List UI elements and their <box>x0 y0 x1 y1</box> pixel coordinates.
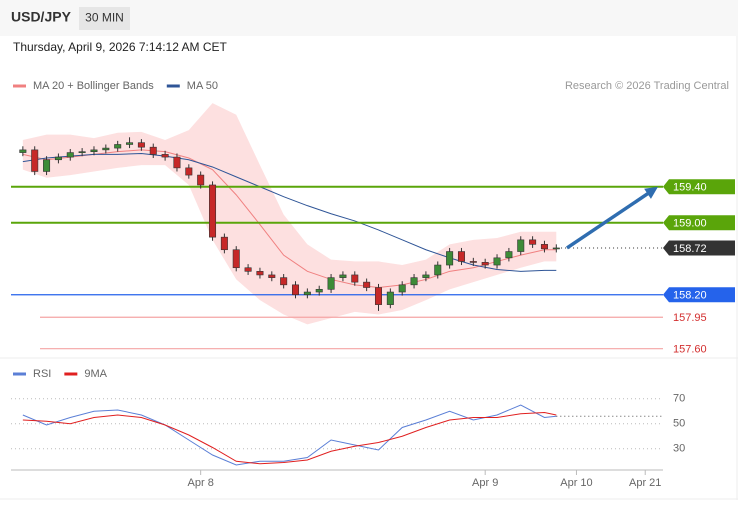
candle-body <box>19 149 27 153</box>
candle-body <box>351 274 359 283</box>
candle-body <box>149 146 157 155</box>
level-label: 157.60 <box>673 344 707 356</box>
datetime: Thursday, April 9, 2026 7:14:12 AM CET <box>13 40 228 54</box>
candle-body <box>374 287 382 305</box>
candle-body <box>386 291 394 305</box>
candle-body <box>244 267 252 272</box>
candle-body <box>256 271 264 276</box>
legend-label: MA 20 + Bollinger Bands <box>33 80 154 92</box>
candle-body <box>327 277 335 290</box>
level-label: 159.40 <box>673 182 707 194</box>
legend-label: 9MA <box>84 368 107 380</box>
candle-body <box>457 251 465 262</box>
candle-body <box>315 289 323 293</box>
y-tick-label: 30 <box>673 443 685 455</box>
candle-body <box>446 251 454 266</box>
symbol: USD/JPY <box>11 9 72 25</box>
level-label: 158.72 <box>673 243 707 255</box>
level-box <box>663 215 735 231</box>
candle-body <box>31 149 39 172</box>
indicator-line <box>22 404 557 466</box>
candle-body <box>363 281 371 288</box>
x-tick-label: Apr 8 <box>188 477 214 489</box>
candle-body <box>422 274 430 278</box>
candle-body <box>161 154 169 158</box>
candle-body <box>102 147 110 151</box>
legend-label: RSI <box>33 368 51 380</box>
candle-body <box>303 291 311 296</box>
ma-line <box>22 152 557 272</box>
candle-body <box>126 142 134 145</box>
candle-body <box>517 239 525 252</box>
candle-body <box>137 142 145 148</box>
candle-body <box>505 251 513 259</box>
level-box <box>663 287 735 303</box>
forecast-arrowhead <box>644 186 658 199</box>
candle-body <box>43 159 51 172</box>
candle-body <box>173 156 181 169</box>
candle-body <box>114 144 122 149</box>
candle-body <box>197 174 205 186</box>
indicator-line <box>22 411 557 465</box>
y-tick-label: 70 <box>673 393 685 405</box>
level-label: 159.00 <box>673 218 707 230</box>
candle-body <box>434 264 442 276</box>
candle-body <box>493 257 501 266</box>
level-box <box>663 179 735 195</box>
x-tick-label: Apr 9 <box>472 477 498 489</box>
candle-body <box>540 244 548 250</box>
candle-body <box>410 277 418 286</box>
candle-body <box>481 262 489 266</box>
timeframe-box[interactable] <box>79 7 130 30</box>
candle-body <box>220 236 228 251</box>
level-label: 158.20 <box>673 290 707 302</box>
candle-body <box>185 167 193 176</box>
candle-body <box>268 274 276 278</box>
level-box <box>663 240 735 256</box>
candle-body <box>339 274 347 278</box>
candle-body <box>552 247 560 250</box>
candle-body <box>398 284 406 293</box>
candle-body <box>280 277 288 286</box>
ma-line <box>22 149 557 289</box>
candle-body <box>529 239 537 245</box>
credit: Research © 2026 Trading Central <box>565 80 729 92</box>
legend-label: MA 50 <box>187 80 218 92</box>
forecast-arrow <box>566 189 653 250</box>
bollinger-band <box>22 103 557 325</box>
x-tick-label: Apr 10 <box>560 477 592 489</box>
candle-body <box>209 184 217 238</box>
y-tick-label: 50 <box>673 418 685 430</box>
level-label: 157.95 <box>673 312 707 324</box>
candle-body <box>78 151 86 153</box>
candle-body <box>292 284 300 296</box>
candle-body <box>90 149 98 152</box>
candle-body <box>232 249 240 269</box>
candle-body <box>54 156 62 161</box>
timeframe[interactable]: 30 MIN <box>85 11 124 25</box>
candle-body <box>66 152 74 158</box>
candle-body <box>469 261 477 263</box>
x-tick-label: Apr 21 <box>629 477 661 489</box>
